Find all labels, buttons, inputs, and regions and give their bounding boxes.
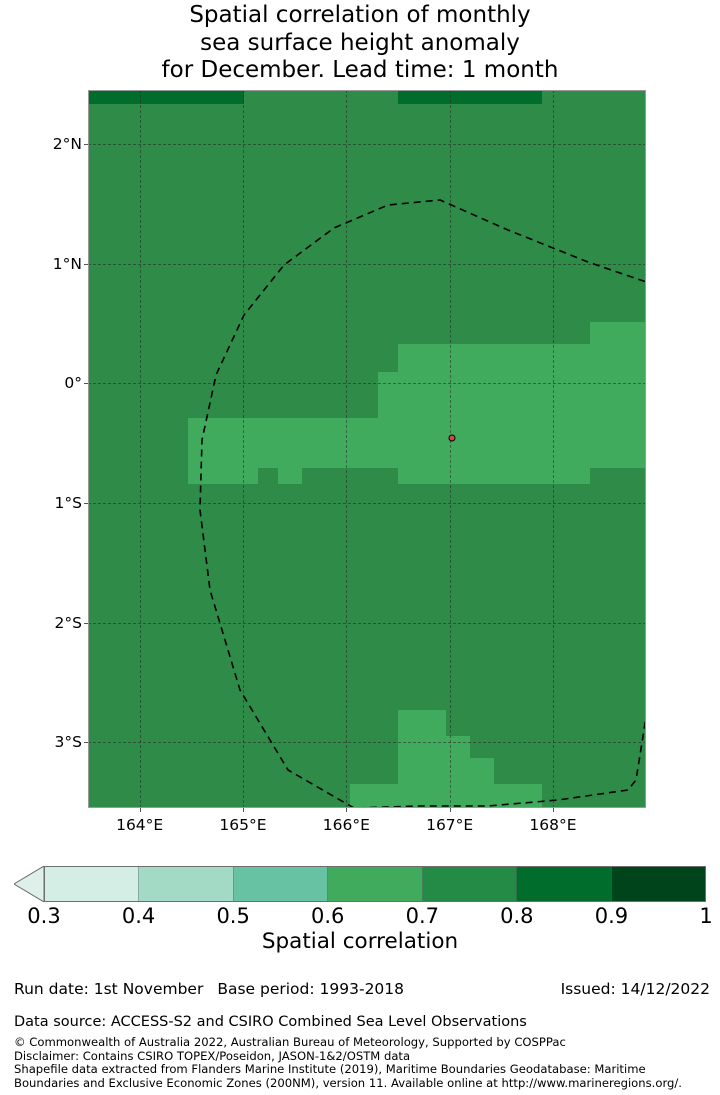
- issued-date: Issued: 14/12/2022: [560, 980, 710, 998]
- colorbar-extend-arrow-icon: [14, 866, 44, 902]
- heatmap-cell-light: [378, 372, 446, 418]
- colorbar-tick-label: 0.5: [216, 904, 250, 928]
- y-axis-tick-mark: [84, 622, 88, 624]
- heatmap-cell-light: [350, 784, 422, 808]
- heatmap-cell-light: [398, 440, 590, 484]
- y-axis-tick-label: 1°S: [54, 493, 82, 512]
- gridline-horizontal: [88, 502, 646, 504]
- x-axis-tick-label: 167°E: [426, 816, 474, 834]
- gridline-vertical: [139, 90, 141, 808]
- heatmap-cell-layer: [88, 90, 646, 808]
- y-axis-tick-label: 3°S: [54, 733, 82, 752]
- run-date: Run date: 1st November: [14, 980, 204, 998]
- y-axis-tick-label: 0°: [64, 374, 82, 393]
- heatmap-cell-dark: [398, 90, 470, 104]
- fine-print-line: Shapefile data extracted from Flanders M…: [14, 1062, 646, 1077]
- gridline-vertical: [553, 90, 554, 808]
- title-line-3: for December. Lead time: 1 month: [161, 57, 559, 83]
- heatmap-cell-dark: [470, 90, 542, 104]
- colorbar-tick-label: 0.6: [311, 904, 345, 928]
- colorbar-bin: [516, 867, 611, 901]
- heatmap-cell-light: [278, 468, 302, 484]
- x-axis-tick-mark: [449, 808, 451, 812]
- heatmap-cell-light: [446, 344, 590, 418]
- colorbar-tick-label: 0.8: [500, 904, 534, 928]
- colorbar-bin: [327, 867, 422, 901]
- x-axis-tick-label: 164°E: [116, 816, 164, 834]
- map-plot-area: [88, 90, 646, 808]
- gridline-vertical: [243, 90, 244, 808]
- heatmap-cell-dark: [88, 90, 160, 104]
- gridline-horizontal: [88, 742, 646, 744]
- title-line-2: sea surface height anomaly: [200, 29, 520, 56]
- gridline-horizontal: [88, 263, 646, 265]
- y-axis-tick-mark: [84, 383, 88, 385]
- heatmap-cell-light: [188, 468, 234, 484]
- gridline-vertical: [346, 90, 348, 808]
- x-axis-tick-mark: [346, 808, 348, 812]
- y-axis-labels: 2°N 1°N 0° 1°S 2°S 3°S: [0, 0, 82, 1095]
- x-axis-tick-label: 166°E: [322, 816, 370, 834]
- y-axis-tick-mark: [84, 502, 88, 504]
- colorbar-bin: [610, 867, 705, 901]
- colorbar-bin: [421, 867, 517, 901]
- heatmap-cell-light: [398, 344, 446, 372]
- gridline-horizontal: [88, 143, 646, 145]
- colorbar-bin: [45, 867, 139, 901]
- colorbar-bin: [138, 867, 233, 901]
- colorbar-title: Spatial correlation: [261, 929, 459, 954]
- heatmap-cell-light: [590, 440, 646, 468]
- fine-print-line: Disclaimer: Contains CSIRO TOPEX/Poseido…: [14, 1048, 411, 1063]
- colorbar-bins: [44, 866, 706, 902]
- x-axis-tick-mark: [139, 808, 141, 812]
- colorbar-tick-label: 1: [699, 904, 713, 928]
- y-axis-tick-label: 1°N: [52, 254, 82, 273]
- page-title: Spatial correlation of monthly sea surfa…: [0, 2, 720, 85]
- y-axis-tick-label: 2°S: [54, 613, 82, 632]
- heatmap-cell-light: [398, 710, 446, 784]
- data-source: Data source: ACCESS-S2 and CSIRO Combine…: [14, 1014, 527, 1030]
- colorbar[interactable]: [14, 866, 706, 902]
- fine-print: © Commonwealth of Australia 2022, Austra…: [14, 1035, 714, 1090]
- footer-metadata-row: Run date: 1st November Base period: 1993…: [14, 980, 710, 998]
- heatmap-cell-dark: [160, 90, 244, 104]
- heatmap-cell-light: [590, 322, 646, 418]
- heatmap-cell-light: [422, 784, 542, 808]
- title-line-1: Spatial correlation of monthly: [189, 2, 531, 28]
- heatmap-cell-light: [494, 418, 534, 440]
- colorbar-tick-label: 0.3: [27, 904, 61, 928]
- heatmap-cell-light: [470, 758, 494, 784]
- gridline-horizontal: [88, 383, 646, 385]
- map-gridlines: [88, 90, 646, 808]
- station-marker-layer: [88, 90, 646, 808]
- y-axis-tick-mark: [84, 143, 88, 145]
- y-axis-tick-label: 2°N: [52, 134, 82, 153]
- fine-print-line: © Commonwealth of Australia 2022, Austra…: [14, 1035, 566, 1049]
- x-axis-tick-label: 165°E: [219, 816, 267, 834]
- heatmap-cell-light: [234, 440, 258, 484]
- base-period: Base period: 1993-2018: [217, 980, 405, 998]
- y-axis-tick-mark: [84, 742, 88, 744]
- x-axis-tick-mark: [553, 808, 554, 812]
- colorbar-tick-label: 0.9: [594, 904, 629, 928]
- x-axis-tick-label: 168°E: [529, 816, 577, 834]
- colorbar-tick-label: 0.7: [405, 904, 439, 928]
- x-axis-tick-mark: [243, 808, 244, 812]
- colorbar-tick-label: 0.4: [121, 904, 156, 928]
- y-axis-tick-mark: [84, 263, 88, 265]
- station-marker: [448, 434, 456, 442]
- gridline-vertical: [449, 90, 451, 808]
- fine-print-line: Boundaries and Exclusive Economic Zones …: [14, 1075, 682, 1090]
- eez-boundary: [199, 199, 646, 808]
- gridline-horizontal: [88, 622, 646, 624]
- colorbar-bin: [232, 867, 328, 901]
